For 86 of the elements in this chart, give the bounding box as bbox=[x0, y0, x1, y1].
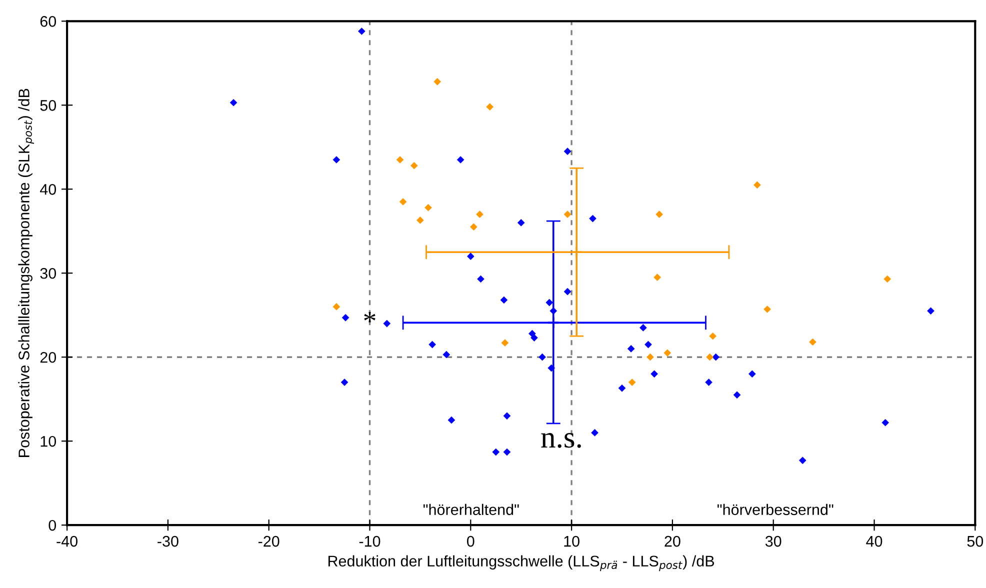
x-tick-label: -40 bbox=[56, 536, 78, 547]
point bbox=[564, 148, 572, 156]
point bbox=[548, 364, 556, 372]
point bbox=[500, 296, 508, 304]
point bbox=[709, 332, 716, 340]
point bbox=[448, 416, 456, 424]
point bbox=[550, 307, 558, 315]
x-tick-label: 50 bbox=[967, 536, 984, 547]
point bbox=[340, 378, 348, 386]
point bbox=[656, 210, 664, 218]
point bbox=[764, 306, 771, 313]
y-axis-title: Postoperative Schallleitungskomponente (SLK$_{post}$) /dB bbox=[18, 88, 34, 457]
annotation: "hörverbessernd" bbox=[718, 504, 834, 516]
x-tick-label: 30 bbox=[765, 536, 782, 547]
point bbox=[530, 334, 538, 342]
point bbox=[640, 324, 647, 332]
point bbox=[456, 156, 464, 164]
point bbox=[399, 198, 407, 206]
point bbox=[332, 303, 340, 310]
point bbox=[466, 252, 474, 260]
point bbox=[798, 456, 806, 464]
point bbox=[428, 340, 436, 348]
point bbox=[383, 320, 391, 328]
point bbox=[503, 412, 511, 420]
point bbox=[503, 448, 511, 456]
point bbox=[492, 448, 500, 456]
point bbox=[517, 219, 525, 226]
point bbox=[664, 349, 672, 357]
point bbox=[627, 345, 635, 352]
point bbox=[748, 370, 756, 378]
point bbox=[230, 98, 238, 106]
point bbox=[358, 28, 366, 35]
point bbox=[486, 103, 494, 111]
point bbox=[416, 216, 424, 224]
point bbox=[706, 353, 714, 361]
point bbox=[477, 275, 484, 283]
point bbox=[644, 340, 652, 348]
point bbox=[712, 353, 720, 361]
point bbox=[342, 314, 350, 322]
y-tick-label: 40 bbox=[40, 184, 56, 195]
point bbox=[470, 223, 478, 231]
y-tick-label: 10 bbox=[40, 436, 56, 447]
point bbox=[591, 429, 598, 436]
point bbox=[589, 214, 596, 222]
x-axis-title: Reduktion der Luftleitungsschwelle (LLS$_{prä}$ - LLS$_{post}$) /dB bbox=[328, 555, 714, 572]
point bbox=[538, 353, 546, 361]
annotation: "hörerhaltend" bbox=[423, 504, 519, 516]
x-tick-label: 0 bbox=[467, 536, 474, 547]
point bbox=[564, 210, 572, 218]
y-tick-label: 50 bbox=[40, 100, 56, 111]
point bbox=[410, 162, 418, 170]
point bbox=[882, 418, 890, 426]
x-tick-label: 10 bbox=[564, 536, 580, 547]
annotation: n.s. bbox=[541, 433, 581, 448]
point bbox=[476, 210, 484, 218]
point bbox=[650, 370, 658, 378]
y-tick-label: 60 bbox=[40, 16, 56, 27]
x-tick-label: 20 bbox=[664, 536, 680, 547]
x-tick-label: 40 bbox=[866, 536, 882, 547]
x-tick-label: -10 bbox=[359, 536, 380, 547]
y-tick-label: 30 bbox=[40, 268, 56, 279]
point bbox=[442, 350, 450, 358]
point bbox=[570, 246, 583, 258]
point bbox=[654, 274, 661, 281]
point bbox=[646, 353, 654, 361]
x-tick-label: -30 bbox=[158, 536, 178, 547]
x-tick-label: -20 bbox=[258, 536, 280, 547]
point bbox=[424, 204, 432, 212]
point bbox=[628, 378, 636, 386]
point bbox=[501, 339, 509, 347]
point bbox=[733, 391, 741, 399]
point bbox=[927, 307, 934, 315]
point bbox=[809, 338, 816, 346]
point bbox=[434, 78, 442, 86]
point bbox=[546, 298, 554, 306]
point bbox=[396, 156, 404, 164]
point bbox=[705, 378, 712, 386]
point bbox=[332, 156, 340, 164]
point bbox=[564, 288, 572, 296]
annotation: * bbox=[364, 312, 376, 322]
y-tick-label: 20 bbox=[40, 352, 56, 363]
point bbox=[547, 316, 560, 329]
point bbox=[754, 181, 761, 189]
y-tick-label: 0 bbox=[48, 520, 56, 531]
point bbox=[618, 384, 626, 392]
point bbox=[884, 275, 892, 283]
